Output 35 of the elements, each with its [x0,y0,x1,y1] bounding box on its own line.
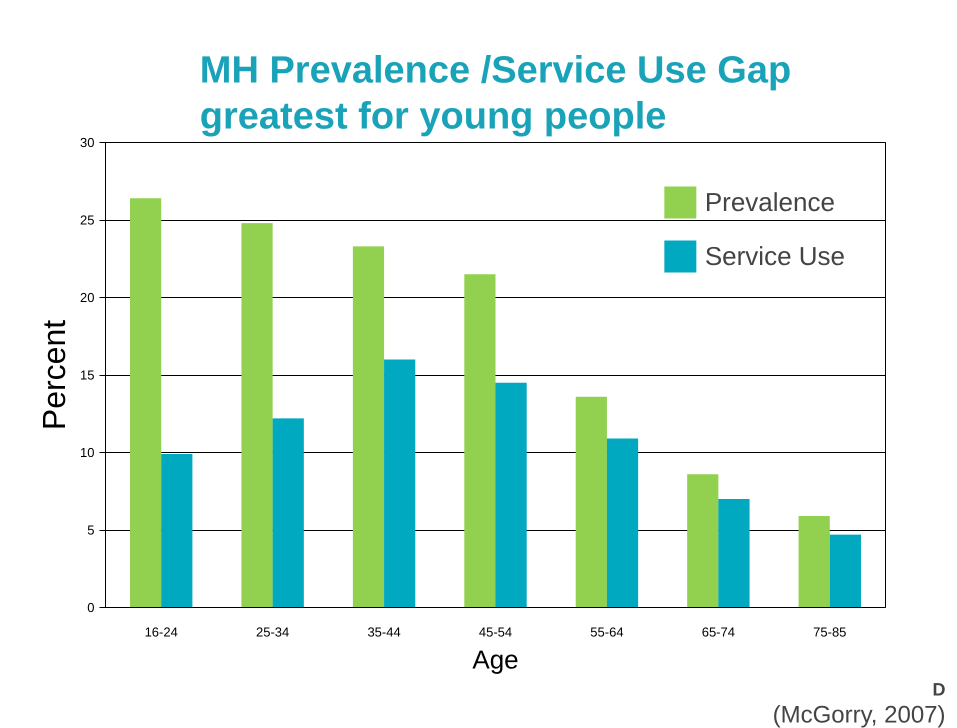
bar [606,438,638,608]
bar [272,418,304,608]
y-tick-label: 15 [80,368,95,382]
x-axis-title: Age [472,644,519,674]
y-tick-label: 30 [80,135,95,150]
y-axis-title: Percent [36,320,72,430]
bar [161,454,192,608]
y-tick-label: 20 [80,290,95,305]
bar [464,274,496,608]
bar [496,382,527,608]
bar [352,246,384,608]
text: (McGorry, 2007) [772,702,946,728]
y-tick-label: 0 [87,600,95,615]
bar [798,516,830,608]
x-tick-label: 75-85 [813,624,846,640]
y-tick-label: 5 [87,522,95,538]
x-tick-label: 25-34 [256,624,290,640]
bar [576,396,607,608]
y-tick-label: 25 [80,212,95,228]
bar [830,534,861,608]
x-tick-label: 55-64 [590,624,624,640]
bar [130,198,162,608]
legend-label: Prevalence [704,186,835,218]
x-tick-label: 35-44 [367,624,401,640]
bar [687,474,718,608]
chart-title: MH Prevalence /Service Use Gap greatest for young people [200,49,792,138]
x-tick-label: 45-54 [478,624,512,640]
bar [718,499,750,608]
legend-label: Service Use [704,240,845,272]
text: D [932,680,946,700]
bar [241,223,273,608]
y-tick-label: 10 [80,445,95,460]
x-tick-label: 65-74 [702,624,735,640]
bar [384,360,416,608]
x-tick-label: 16-24 [144,624,178,640]
